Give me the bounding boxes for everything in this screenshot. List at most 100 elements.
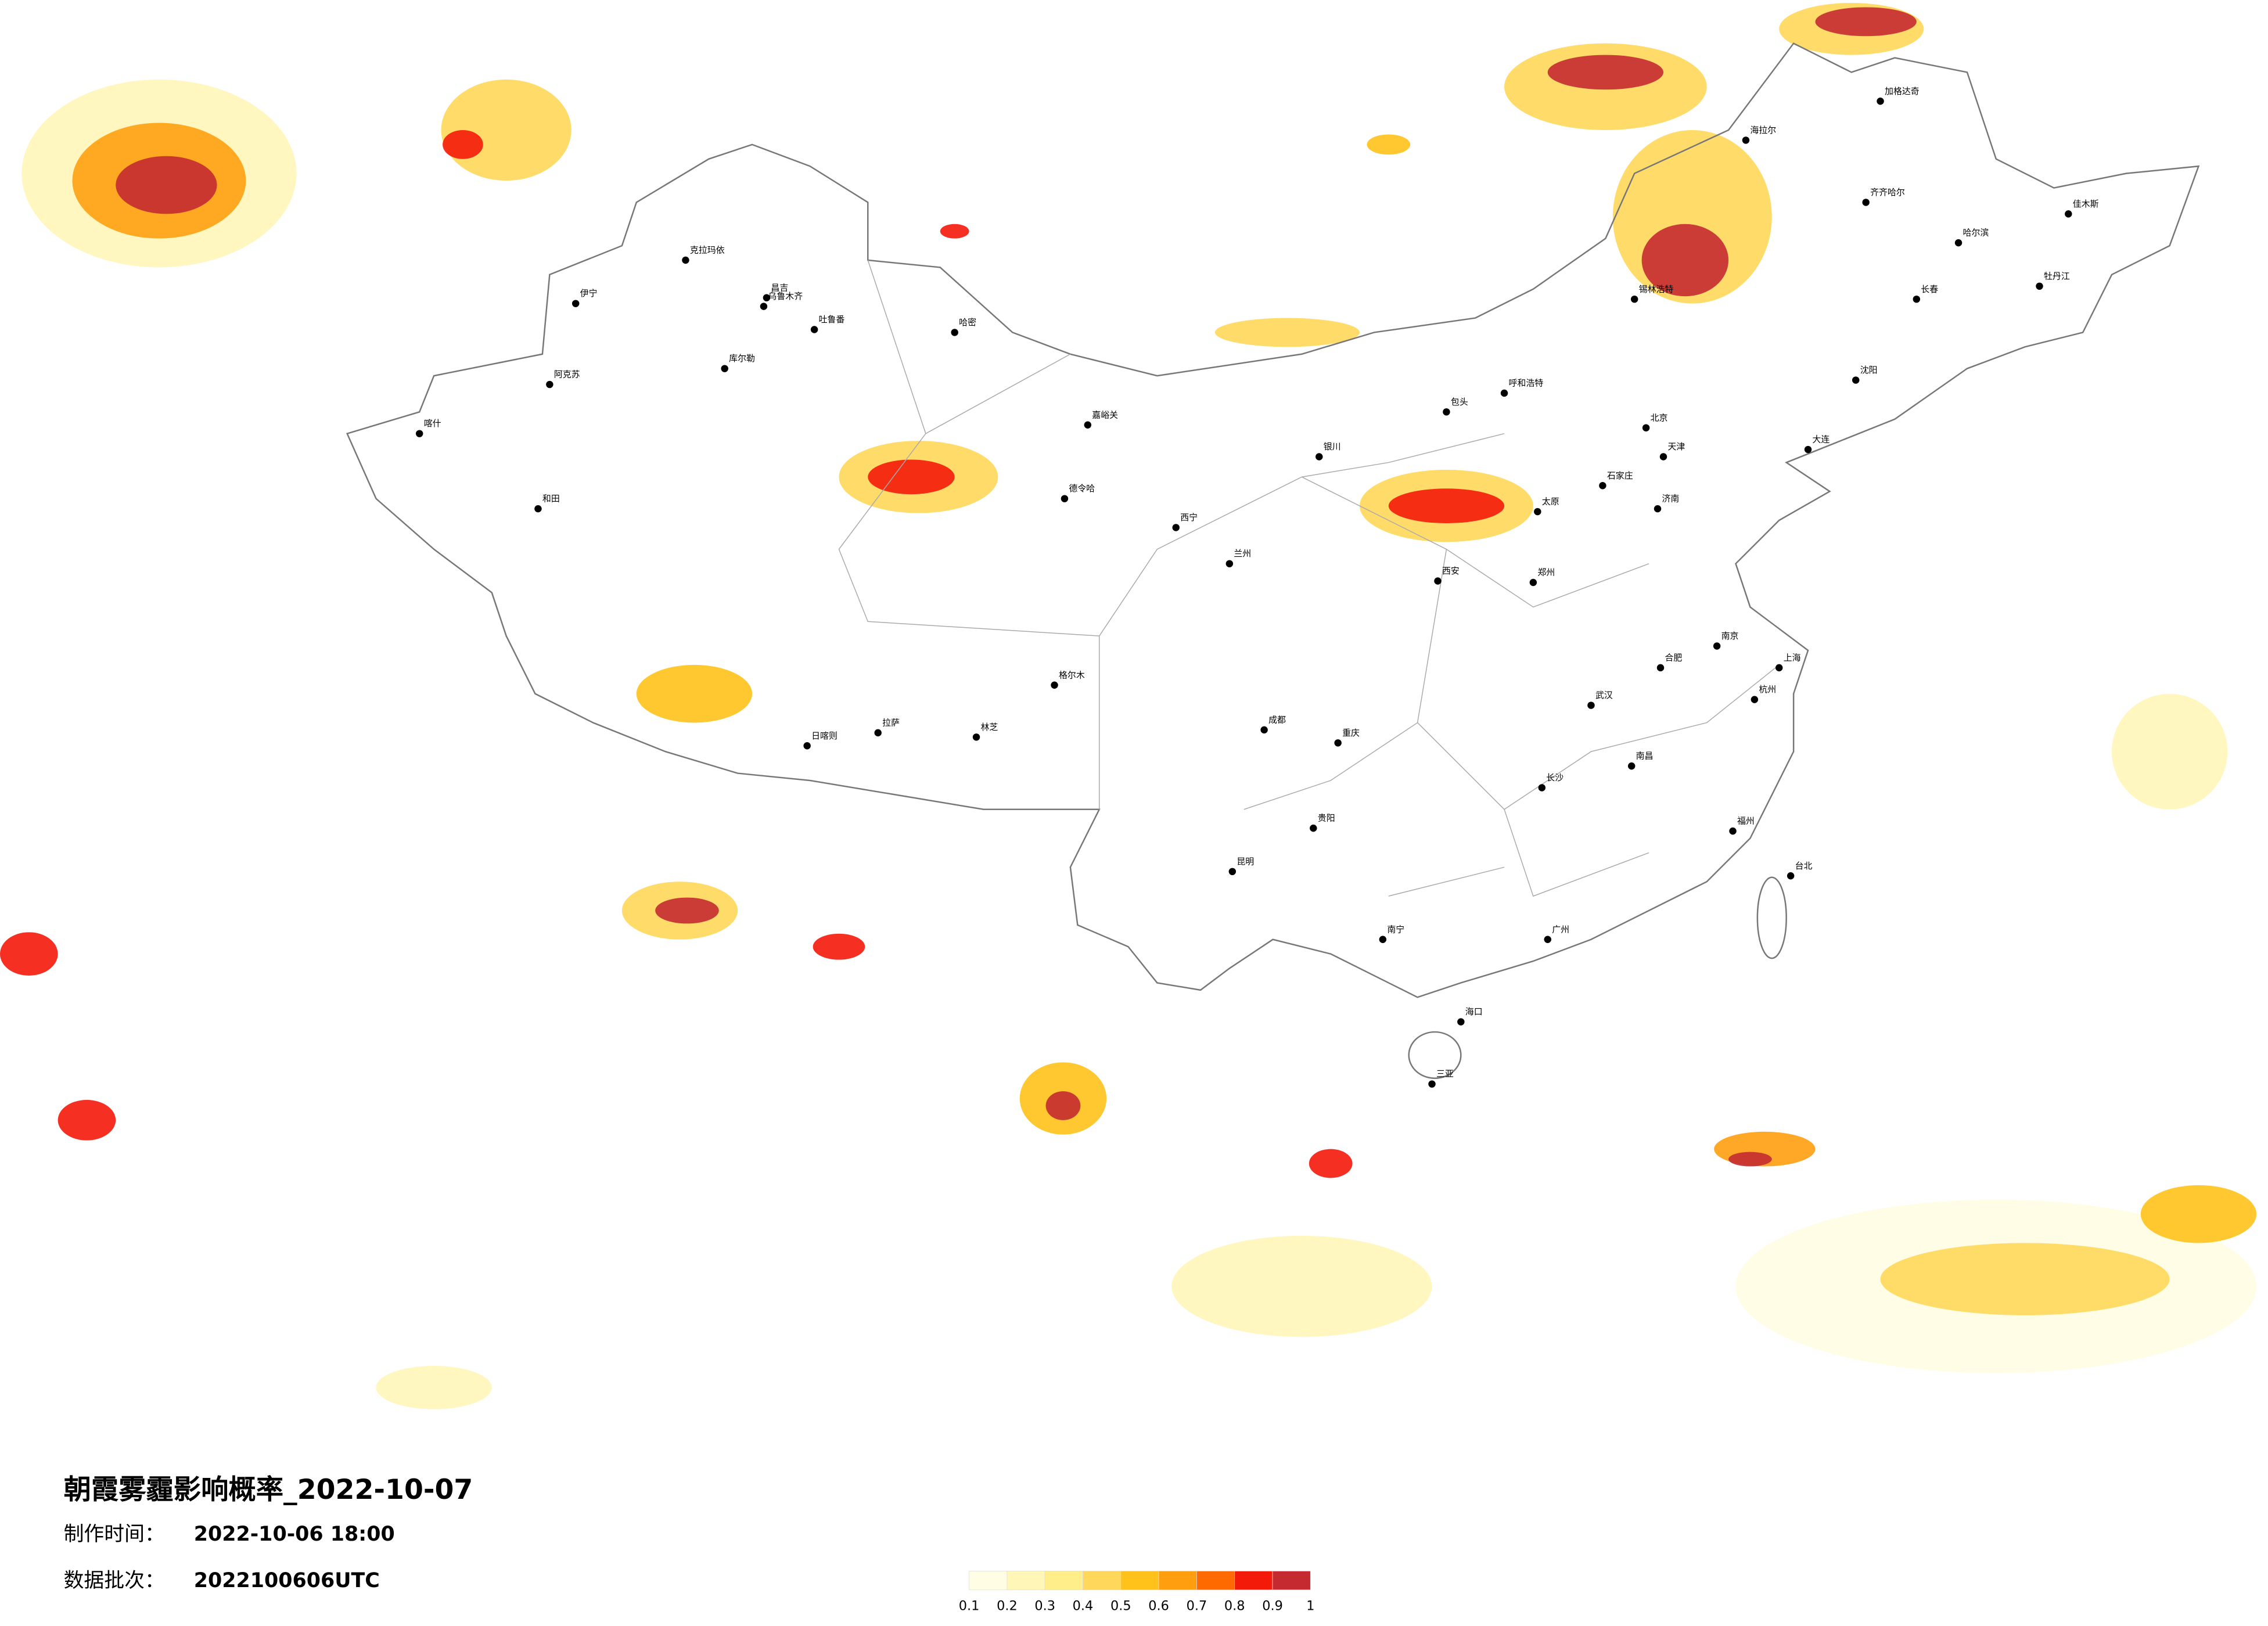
city-label: 德令哈 <box>1069 483 1095 494</box>
city-label: 西安 <box>1442 566 1460 576</box>
city-dot <box>1627 762 1636 770</box>
probability-patch <box>1367 134 1411 155</box>
city-dot <box>682 256 689 264</box>
city-dot <box>1534 508 1541 516</box>
city-label: 南昌 <box>1636 751 1654 761</box>
city-label: 福州 <box>1737 816 1755 826</box>
city-label: 重庆 <box>1342 728 1360 738</box>
city-dot <box>572 300 580 307</box>
city-label: 海口 <box>1465 1006 1483 1017</box>
info-value: 2022100606UTC <box>194 1569 380 1592</box>
city-dot <box>1852 376 1860 384</box>
probability-patch <box>1547 55 1663 90</box>
legend-swatch <box>1196 1571 1235 1591</box>
legend-swatch <box>1083 1571 1122 1591</box>
city-label: 沈阳 <box>1860 365 1878 375</box>
city-label: 济南 <box>1662 494 1680 504</box>
city-dot <box>1913 295 1921 303</box>
city-label: 上海 <box>1784 652 1801 663</box>
city-dot <box>1877 98 1884 105</box>
city-dot <box>1642 424 1650 431</box>
city-dot <box>1713 642 1721 650</box>
city-label: 拉萨 <box>882 717 900 728</box>
city-label: 北京 <box>1651 412 1668 423</box>
legend-tick-label: 0.5 <box>1110 1599 1131 1614</box>
probability-patch <box>1728 1152 1772 1167</box>
city-label: 昌吉 <box>771 282 788 293</box>
city-dot <box>1529 578 1537 587</box>
legend-tick-label: 0.6 <box>1148 1599 1169 1614</box>
legend-swatch <box>1272 1571 1311 1591</box>
city-label: 广州 <box>1552 924 1569 934</box>
legend-tick-label: 0.4 <box>1073 1599 1094 1614</box>
city-label: 西宁 <box>1180 512 1198 523</box>
city-dot <box>1804 445 1812 454</box>
probability-patch <box>1641 224 1729 297</box>
city-dot <box>1428 1080 1436 1088</box>
city-dot <box>760 303 768 310</box>
city-dot <box>1434 577 1442 585</box>
city-dot <box>1954 239 1963 247</box>
info-label: 制作时间： <box>64 1523 165 1546</box>
probability-patch <box>1045 1091 1081 1120</box>
probability-patch <box>376 1366 492 1409</box>
country-outline <box>346 42 2200 998</box>
city-dot <box>2036 282 2043 290</box>
legend-swatch <box>1007 1571 1045 1591</box>
city-dot <box>1587 702 1595 709</box>
city-dot <box>1544 936 1551 943</box>
city-dot <box>810 326 818 333</box>
info-value: 2022-10-06 18:00 <box>194 1523 395 1546</box>
city-dot <box>721 365 728 372</box>
legend-tick-label: 0.9 <box>1262 1599 1283 1614</box>
city-label: 包头 <box>1451 397 1468 407</box>
taiwan-outline <box>1756 876 1787 959</box>
city-label: 成都 <box>1268 714 1286 725</box>
city-label: 牡丹江 <box>2044 271 2070 281</box>
city-label: 长沙 <box>1546 772 1563 783</box>
probability-patch <box>1171 1236 1432 1337</box>
city-dot <box>1659 453 1667 461</box>
city-dot <box>1051 681 1058 689</box>
city-dot <box>1334 739 1342 747</box>
map-title: 朝霞雾霾影响概率_2022-10-07 <box>64 1474 473 1506</box>
probability-patch <box>57 1100 116 1141</box>
legend-swatch <box>969 1571 1008 1591</box>
legend-tick-label: 0.3 <box>1034 1599 1055 1614</box>
city-label: 佳木斯 <box>2073 199 2099 209</box>
city-label: 武汉 <box>1595 690 1613 700</box>
city-label: 南宁 <box>1387 924 1404 934</box>
city-dot <box>1654 505 1662 513</box>
city-dot <box>874 729 882 737</box>
legend-tick-label: 0.2 <box>997 1599 1018 1614</box>
city-label: 呼和浩特 <box>1509 378 1544 388</box>
city-dot <box>1599 482 1606 490</box>
city-label: 喀什 <box>424 418 441 429</box>
probability-patch <box>1815 7 1917 37</box>
city-dot <box>1751 696 1759 703</box>
city-dot <box>1084 421 1092 429</box>
city-label: 石家庄 <box>1607 470 1633 481</box>
city-label: 日喀则 <box>811 731 838 741</box>
info-label: 数据批次： <box>64 1569 165 1592</box>
city-label: 海拉尔 <box>1750 125 1776 135</box>
legend-tick-label: 1 <box>1306 1599 1314 1614</box>
city-dot <box>1630 295 1638 303</box>
city-label: 合肥 <box>1665 652 1682 663</box>
city-dot <box>1225 560 1234 567</box>
probability-patch <box>116 156 217 214</box>
city-dot <box>1500 389 1508 397</box>
probability-patch <box>940 224 969 239</box>
city-dot <box>1443 408 1450 416</box>
city-dot <box>1228 868 1237 876</box>
probability-patch <box>2140 1185 2257 1243</box>
city-label: 台北 <box>1795 861 1813 871</box>
city-dot <box>1315 453 1323 461</box>
city-dot <box>1457 1018 1465 1026</box>
city-label: 库尔勒 <box>729 353 755 364</box>
province-lines <box>838 260 1780 897</box>
probability-patch <box>1214 318 1360 347</box>
city-label: 天津 <box>1667 441 1685 452</box>
legend-tick-label: 0.8 <box>1224 1599 1245 1614</box>
